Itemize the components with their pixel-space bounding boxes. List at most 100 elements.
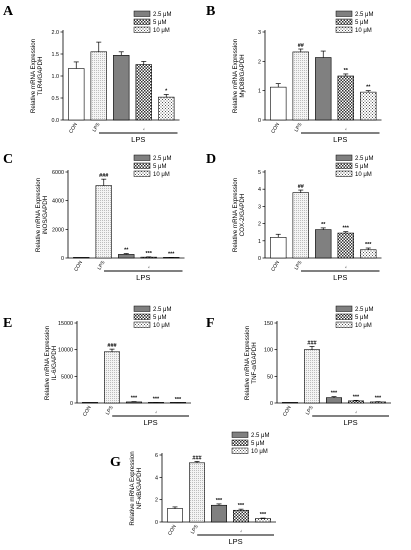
significance-label: *** bbox=[331, 391, 338, 397]
y-axis-label: COX-2/GAPDH bbox=[239, 194, 246, 237]
legend-label: 5 μM bbox=[251, 441, 264, 447]
significance-label: ** bbox=[124, 248, 129, 254]
y-tick-label: 0 bbox=[258, 118, 261, 124]
legend-label: 2.5 μM bbox=[355, 307, 373, 313]
legend-swatch bbox=[133, 154, 151, 161]
bar bbox=[158, 96, 175, 121]
legend-label: 2.5 μM bbox=[355, 12, 373, 18]
legend-swatch bbox=[335, 170, 353, 177]
legend-label: 5 μM bbox=[355, 20, 368, 26]
y-axis-label: NF-κB/GAPDH bbox=[136, 468, 143, 509]
y-tick-label: 2 bbox=[155, 498, 158, 504]
significance-label: *** bbox=[153, 397, 160, 403]
chart-panel-c: C Relative mRNA Expression iNOS/GAPDH 0 2000… bbox=[3, 152, 185, 282]
legend-label: 5 μM bbox=[153, 315, 166, 321]
significance-label: ## bbox=[298, 43, 304, 49]
x-marker-label: ⁁ bbox=[154, 408, 157, 414]
bar bbox=[68, 68, 85, 121]
panel-letter: D bbox=[206, 152, 216, 167]
significance-label: *** bbox=[343, 226, 350, 232]
legend-label: 2.5 μM bbox=[153, 307, 171, 313]
bar bbox=[167, 508, 184, 523]
y-tick-label: 1 bbox=[258, 89, 261, 95]
legend-swatch bbox=[133, 305, 151, 312]
y-axis-label: Relative mRNA Expression bbox=[44, 325, 51, 400]
legend-swatch bbox=[335, 10, 353, 17]
panel-letter: C bbox=[3, 152, 13, 167]
x-tick-label: CON bbox=[282, 405, 293, 418]
chart-panel-b: B Relative mRNA Expression MyD88/GAPDH 0 1 2 3… bbox=[206, 4, 382, 144]
y-tick-label: 0.0 bbox=[52, 118, 60, 124]
x-marker-label: ⁁ bbox=[142, 125, 145, 131]
chart-panel-d: D Relative mRNA Expression COX-2/GAPDH 0 1 2 3… bbox=[206, 152, 382, 282]
legend-swatch bbox=[335, 18, 353, 25]
bar bbox=[270, 86, 287, 121]
significance-label: * bbox=[165, 88, 168, 94]
chart-panel-a: A Relative mRNA Expression TLR4/GAPDH 0.0 0.… bbox=[3, 4, 180, 144]
significance-label: *** bbox=[375, 396, 382, 402]
significance-label: ### bbox=[99, 173, 108, 179]
legend-label: 2.5 μM bbox=[355, 156, 373, 162]
x-marker-label: ⁁ bbox=[344, 125, 347, 131]
significance-label: ** bbox=[321, 222, 326, 228]
legend-label: 5 μM bbox=[153, 20, 166, 26]
y-axis-label: Relative mRNA Expression bbox=[30, 38, 37, 113]
significance-label: *** bbox=[238, 503, 245, 509]
legend-swatch bbox=[231, 431, 249, 438]
bar bbox=[95, 185, 112, 259]
group-label: LPS bbox=[136, 273, 150, 282]
panel-letter: A bbox=[3, 4, 14, 19]
panel-letter: G bbox=[110, 455, 121, 470]
y-tick-label: 2 bbox=[258, 59, 261, 65]
y-tick-label: 2000 bbox=[52, 227, 64, 233]
x-tick-label: LPS bbox=[294, 259, 304, 271]
significance-label: ### bbox=[192, 455, 201, 461]
group-label: LPS bbox=[333, 135, 347, 144]
y-axis-label: TNF-α/GAPDH bbox=[251, 342, 258, 383]
legend-swatch bbox=[231, 447, 249, 454]
y-tick-label: 0 bbox=[270, 401, 273, 407]
y-tick-label: 0 bbox=[258, 256, 261, 262]
legend-label: 5 μM bbox=[355, 164, 368, 170]
y-tick-label: 5000 bbox=[61, 374, 73, 380]
group-label: LPS bbox=[144, 418, 158, 427]
significance-label: ## bbox=[298, 184, 304, 190]
x-tick-label: CON bbox=[167, 524, 178, 537]
legend-swatch bbox=[133, 26, 151, 33]
legend-label: 5 μM bbox=[153, 164, 166, 170]
y-axis-label: IL-6/GAPDH bbox=[51, 346, 58, 380]
significance-label: ** bbox=[344, 68, 349, 74]
y-axis-label: Relative mRNA Expression bbox=[244, 325, 251, 400]
panel-letter: E bbox=[3, 316, 12, 331]
y-tick-label: 6000 bbox=[52, 170, 64, 176]
y-tick-label: 3 bbox=[258, 204, 261, 210]
y-tick-label: 0.5 bbox=[52, 96, 60, 102]
bar bbox=[281, 402, 298, 404]
bar bbox=[337, 232, 354, 259]
bar bbox=[369, 401, 386, 404]
significance-label: *** bbox=[353, 394, 360, 400]
x-tick-label: CON bbox=[270, 122, 281, 135]
y-tick-label: 150 bbox=[264, 321, 273, 327]
bar bbox=[104, 351, 121, 404]
x-tick-label: CON bbox=[270, 260, 281, 273]
x-tick-label: LPS bbox=[92, 121, 102, 133]
y-tick-label: 1 bbox=[258, 239, 261, 245]
significance-label: *** bbox=[216, 498, 223, 504]
y-axis-label: Relative mRNA Expression bbox=[232, 177, 239, 252]
x-marker-label: ⁁ bbox=[239, 527, 242, 533]
bar bbox=[347, 400, 364, 404]
legend-swatch bbox=[335, 305, 353, 312]
legend-label: 10 μM bbox=[355, 323, 372, 329]
x-tick-label: LPS bbox=[105, 404, 115, 416]
legend-swatch bbox=[133, 162, 151, 169]
bar bbox=[233, 509, 250, 523]
legend-swatch bbox=[335, 313, 353, 320]
bar bbox=[135, 64, 152, 121]
significance-label: *** bbox=[131, 396, 138, 402]
x-tick-label: LPS bbox=[305, 404, 315, 416]
legend-label: 10 μM bbox=[355, 28, 372, 34]
y-axis-label: MyD88/GAPDH bbox=[239, 54, 246, 97]
